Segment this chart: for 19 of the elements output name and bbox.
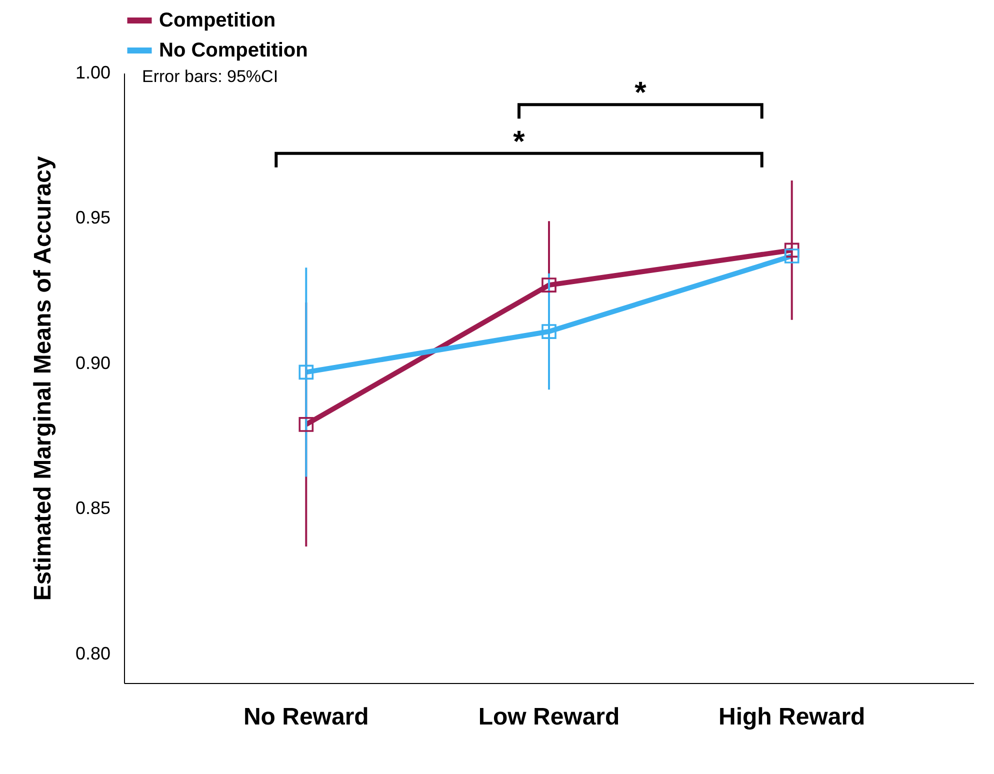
point <box>542 278 556 292</box>
annotation: Error bars: 95%CI <box>142 67 278 86</box>
y-tick-label: 0.90 <box>75 352 110 373</box>
annotation: * <box>634 76 647 110</box>
y-tick-label: 0.95 <box>75 208 110 228</box>
legend-label: No Competition <box>159 40 308 62</box>
point <box>298 417 314 432</box>
y-tick-label: 1.00 <box>75 62 110 82</box>
y-axis-title: Estimated Marginal Means of Accuracy <box>29 156 56 601</box>
x-tick-label: Low Reward <box>478 704 620 730</box>
x-tick-label: No Reward <box>243 704 369 730</box>
x-tick-label: High Reward <box>718 704 866 730</box>
legend-label: Competition <box>159 10 276 32</box>
point <box>784 248 800 264</box>
y-tick-label: 0.80 <box>75 643 110 664</box>
y-tick-label: 0.85 <box>75 498 110 518</box>
point <box>298 364 314 380</box>
annotation: * <box>513 125 526 158</box>
point <box>542 324 556 339</box>
